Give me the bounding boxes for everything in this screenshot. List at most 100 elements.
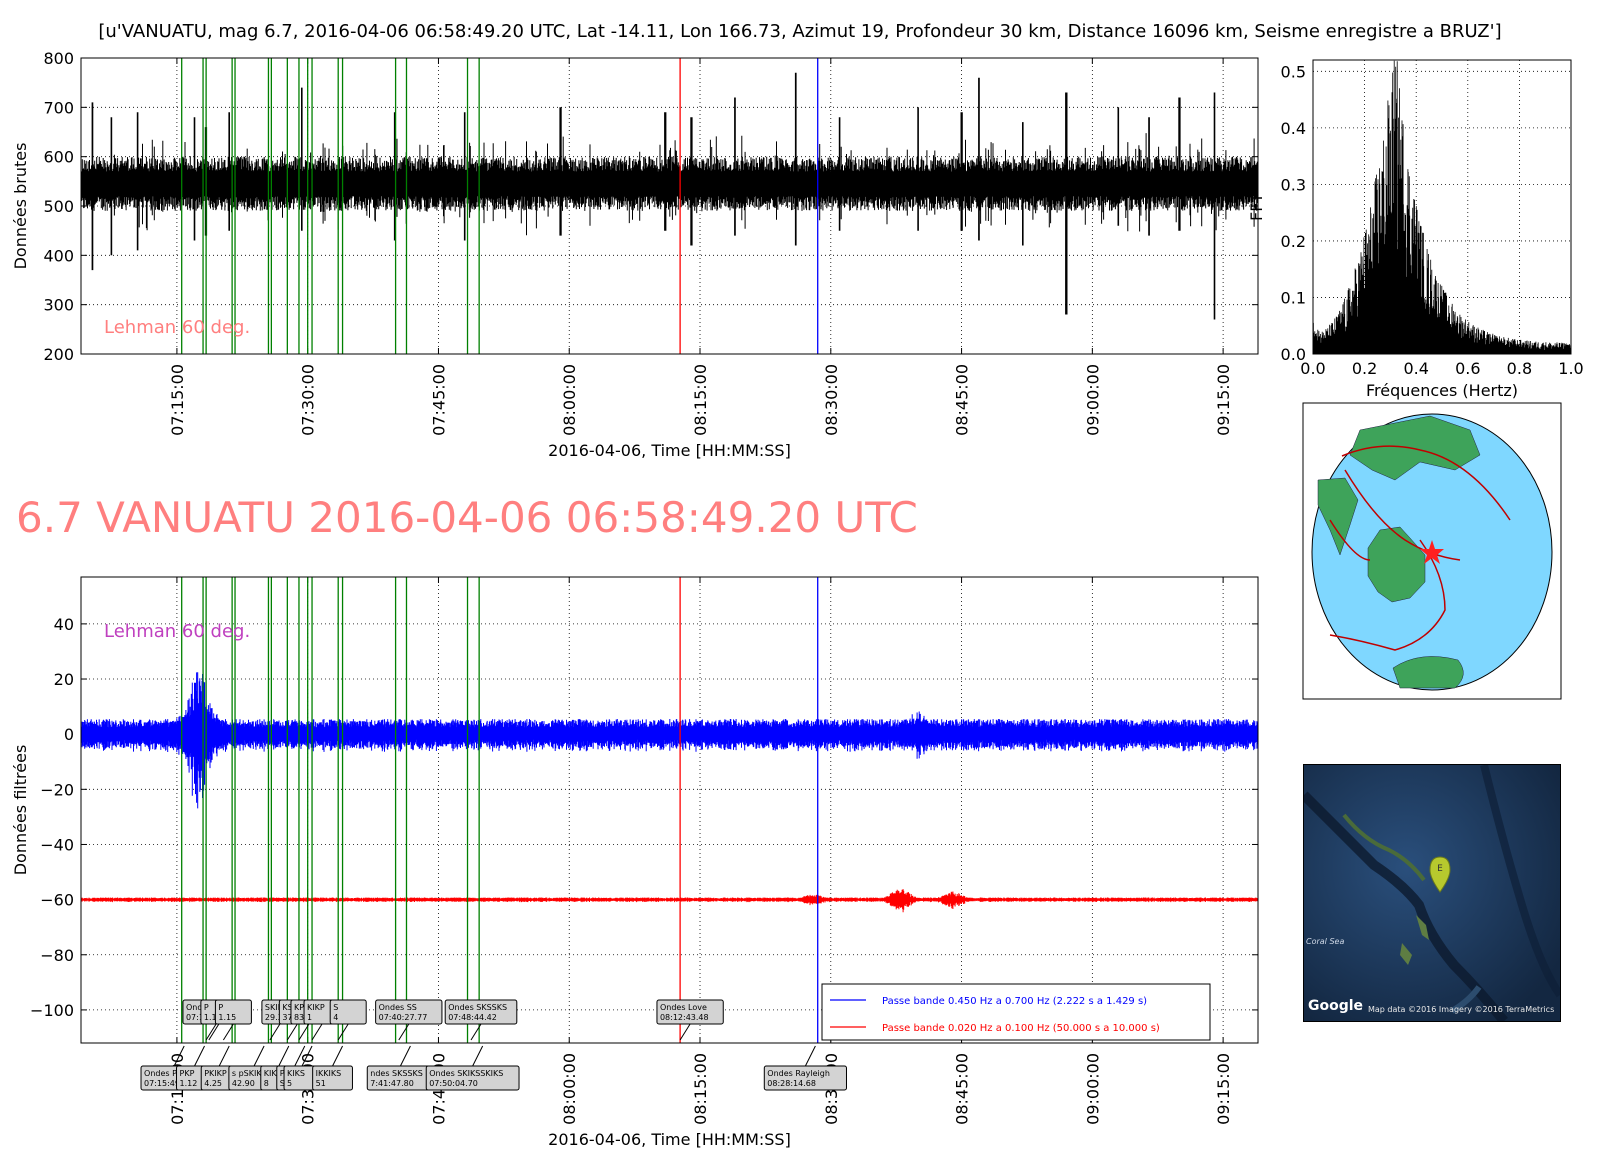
axes-frame bbox=[1312, 59, 1572, 355]
phase-label-pointer bbox=[470, 1023, 482, 1041]
legend-entry: Passe bande 0.020 Hz a 0.100 Hz (50.000 … bbox=[882, 1023, 1160, 1034]
phase-label-box: P1.15 bbox=[214, 999, 252, 1041]
location-marker-icon bbox=[1429, 856, 1451, 893]
x-tick-label: 08:15:00 bbox=[691, 1053, 710, 1125]
satellite-map-imagery bbox=[1304, 765, 1560, 1021]
x-tick-label: 07:15:00 bbox=[168, 364, 187, 436]
phase-label-text: S bbox=[333, 1003, 338, 1012]
phase-label-text: 5 bbox=[287, 1079, 292, 1088]
x-tick-label: 09:00:00 bbox=[1083, 364, 1102, 436]
x-tick-label: 08:15:00 bbox=[691, 364, 710, 436]
x-tick-label: 09:00:00 bbox=[1083, 1053, 1102, 1125]
y-tick-label: 600 bbox=[43, 148, 74, 167]
x-axis-label: Fréquences (Hertz) bbox=[1366, 381, 1518, 400]
phase-label-text: 08:28:14.68 bbox=[767, 1079, 816, 1088]
y-tick-label: 0.1 bbox=[1281, 288, 1306, 307]
axes-frame bbox=[80, 57, 1259, 355]
phase-label-frame bbox=[763, 1065, 847, 1091]
y-tick-label: 20 bbox=[54, 670, 74, 689]
phase-label-text: 07:50:04.70 bbox=[429, 1079, 478, 1088]
phase-label-pointer bbox=[311, 1023, 323, 1041]
phase-label-text: Ondes Love bbox=[660, 1003, 707, 1012]
phase-label-text: SKIKS bbox=[265, 1003, 288, 1012]
x-tick-label: 09:15:00 bbox=[1214, 364, 1233, 436]
y-tick-label: 0.2 bbox=[1281, 232, 1306, 251]
y-tick-label: 0.3 bbox=[1281, 175, 1306, 194]
phase-label-text: 07:15:49.78 bbox=[144, 1079, 193, 1088]
phase-label-text: Ondes Pdiff bbox=[144, 1069, 190, 1078]
y-axis-label: Données brutes bbox=[11, 143, 30, 270]
phase-label-pointer bbox=[269, 1023, 281, 1041]
phase-label-pointer bbox=[301, 1045, 313, 1067]
figure-title: [u'VANUATU, mag 6.7, 2016-04-06 06:58:49… bbox=[98, 21, 1501, 42]
y-tick-label: 400 bbox=[43, 246, 74, 265]
phase-label-pointer bbox=[804, 1045, 816, 1067]
y-tick-label: 0 bbox=[64, 725, 74, 744]
y-tick-label: 700 bbox=[43, 98, 74, 117]
asia-landmass bbox=[1349, 415, 1481, 481]
y-tick-label: −60 bbox=[40, 891, 74, 910]
lehman-annotation: Lehman 60 deg. bbox=[104, 621, 250, 642]
phase-label-text: KS bbox=[282, 1003, 292, 1012]
y-tick-label: 800 bbox=[43, 49, 74, 68]
phase-label-text: 07:40:27.77 bbox=[379, 1013, 428, 1022]
google-logo[interactable]: Google bbox=[1308, 998, 1364, 1014]
phase-label-text: P bbox=[280, 1069, 285, 1078]
phase-label-pointer bbox=[294, 1045, 306, 1067]
event-headline: 6.7 VANUATU 2016-04-06 06:58:49.20 UTC bbox=[16, 493, 918, 542]
phase-label-box: S4 bbox=[329, 999, 367, 1041]
x-tick-label: 0.0 bbox=[1300, 359, 1325, 378]
plate-boundaries bbox=[1329, 445, 1511, 651]
phase-label-text: KIKS bbox=[287, 1069, 305, 1078]
y-tick-label: 0.5 bbox=[1281, 62, 1306, 81]
marker-letter: E bbox=[1437, 864, 1443, 874]
y-axis-label: FFT bbox=[1247, 193, 1266, 221]
x-tick-label: 08:30:00 bbox=[822, 364, 841, 436]
phase-label-text: PKP bbox=[180, 1069, 195, 1078]
phase-label-text: s pSKIKS bbox=[232, 1069, 267, 1078]
sea-label: Coral Sea bbox=[1306, 937, 1345, 946]
y-tick-label: 0.0 bbox=[1281, 345, 1306, 364]
antarctica-landmass bbox=[1392, 656, 1464, 689]
phase-label-pointer bbox=[679, 1023, 691, 1041]
y-tick-label: 0.4 bbox=[1281, 119, 1306, 138]
phase-label-text: 1 bbox=[307, 1013, 312, 1022]
y-tick-label: −80 bbox=[40, 946, 74, 965]
plot-area bbox=[81, 577, 1258, 1043]
spectrum-chart: 0.0 0.2 0.4 0.6 0.8 1.0 0.0 0.1 0.2 0.3 0.4 0.5 Fréq… bbox=[1247, 59, 1584, 400]
x-tick-label: 08:45:00 bbox=[953, 1053, 972, 1125]
phase-label-text: 4.25 bbox=[204, 1079, 222, 1088]
satellite-map[interactable]: E Coral Sea Google Map data ©2016 Imager… bbox=[1303, 764, 1561, 1022]
phase-label-text: 1.12 bbox=[180, 1079, 198, 1088]
x-axis-label: 2016-04-06, Time [HH:MM:SS] bbox=[548, 441, 791, 460]
phase-label-text: 1.15 bbox=[218, 1013, 236, 1022]
legend-entry: Passe bande 0.450 Hz a 0.700 Hz (2.222 s… bbox=[882, 996, 1147, 1007]
phase-label-text: 42.90 bbox=[232, 1079, 255, 1088]
lehman-annotation: Lehman 60 deg. bbox=[104, 317, 250, 338]
x-tick-label: 08:00:00 bbox=[560, 1053, 579, 1125]
y-tick-label: 40 bbox=[54, 615, 74, 634]
y-tick-label: 200 bbox=[43, 345, 74, 364]
phase-label-text: IKKIKS bbox=[316, 1069, 342, 1078]
phase-label-pointer bbox=[337, 1023, 349, 1041]
x-tick-label: 08:00:00 bbox=[560, 364, 579, 436]
phase-label-pointer bbox=[218, 1045, 230, 1067]
globe-map bbox=[1302, 402, 1562, 700]
y-tick-label: 300 bbox=[43, 296, 74, 315]
x-tick-label: 1.0 bbox=[1558, 359, 1583, 378]
phase-label-text: Ondes SKIKSSKIKS bbox=[429, 1069, 503, 1078]
phase-label-pointer bbox=[253, 1045, 265, 1067]
phase-label-text: 07:48:44.42 bbox=[448, 1013, 497, 1022]
se-asia-landmass bbox=[1317, 477, 1359, 556]
x-tick-label: 09:15:00 bbox=[1214, 1053, 1233, 1125]
phase-label-text: KP bbox=[294, 1003, 304, 1012]
phase-label-text: 51 bbox=[316, 1079, 326, 1088]
phase-label-pointer bbox=[298, 1023, 310, 1041]
phase-label-pointer bbox=[332, 1045, 344, 1067]
y-tick-label: −20 bbox=[40, 780, 74, 799]
